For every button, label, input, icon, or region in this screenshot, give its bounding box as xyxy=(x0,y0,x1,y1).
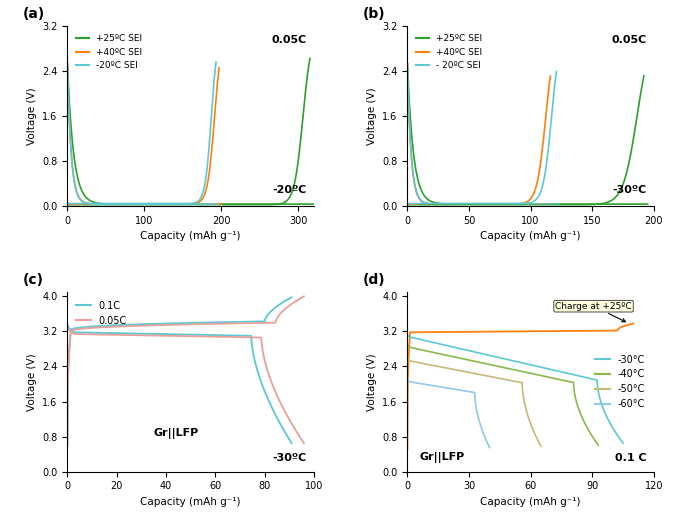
X-axis label: Capacity (mAh g⁻¹): Capacity (mAh g⁻¹) xyxy=(140,497,241,507)
Legend: 0.1C, 0.05C: 0.1C, 0.05C xyxy=(72,297,131,330)
X-axis label: Capacity (mAh g⁻¹): Capacity (mAh g⁻¹) xyxy=(481,497,581,507)
X-axis label: Capacity (mAh g⁻¹): Capacity (mAh g⁻¹) xyxy=(481,231,581,241)
Text: -30ºC: -30ºC xyxy=(612,185,646,195)
Y-axis label: Voltage (V): Voltage (V) xyxy=(367,87,377,145)
Y-axis label: Voltage (V): Voltage (V) xyxy=(367,353,377,411)
Text: Gr||LFP: Gr||LFP xyxy=(154,428,199,439)
Text: Charge at +25ºC: Charge at +25ºC xyxy=(555,302,632,322)
Text: (a): (a) xyxy=(23,7,45,21)
Text: -20ºC: -20ºC xyxy=(272,185,307,195)
Y-axis label: Voltage (V): Voltage (V) xyxy=(27,87,37,145)
Text: 0.1 C: 0.1 C xyxy=(615,453,646,463)
Text: (c): (c) xyxy=(23,272,44,287)
Text: Gr||LFP: Gr||LFP xyxy=(420,452,465,463)
Text: -30ºC: -30ºC xyxy=(272,453,307,463)
Text: (b): (b) xyxy=(363,7,386,21)
Text: 0.05C: 0.05C xyxy=(271,35,307,45)
Legend: +25ºC SEI, +40ºC SEI, - 20ºC SEI: +25ºC SEI, +40ºC SEI, - 20ºC SEI xyxy=(412,31,486,74)
X-axis label: Capacity (mAh g⁻¹): Capacity (mAh g⁻¹) xyxy=(140,231,241,241)
Y-axis label: Voltage (V): Voltage (V) xyxy=(27,353,37,411)
Legend: -30°C, -40°C, -50°C, -60°C: -30°C, -40°C, -50°C, -60°C xyxy=(591,351,649,413)
Legend: +25ºC SEI, +40ºC SEI, -20ºC SEI: +25ºC SEI, +40ºC SEI, -20ºC SEI xyxy=(72,31,146,74)
Text: (d): (d) xyxy=(363,272,386,287)
Text: 0.05C: 0.05C xyxy=(611,35,646,45)
